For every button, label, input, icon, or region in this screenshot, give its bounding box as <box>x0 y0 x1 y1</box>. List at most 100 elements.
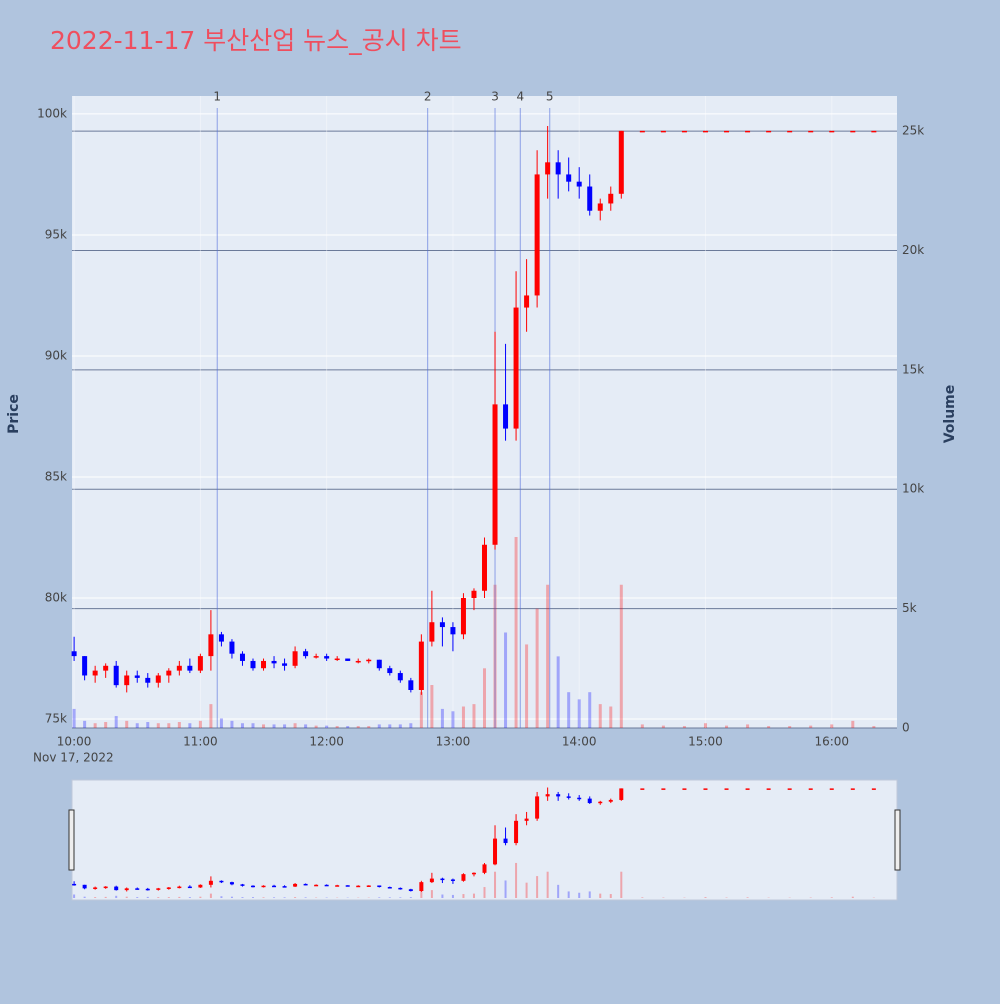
volume-bar <box>399 724 402 728</box>
volume-bar <box>104 722 107 728</box>
candle-body <box>366 660 371 662</box>
candle-body <box>419 642 424 690</box>
mini-candle-body <box>809 788 813 790</box>
candle-body <box>461 598 466 634</box>
mini-candle-body <box>314 885 318 887</box>
range-handle[interactable] <box>69 810 74 870</box>
candle-body <box>303 651 308 656</box>
y2-tick-label: 5k <box>902 601 917 615</box>
volume-bar <box>536 609 539 728</box>
mini-candle-body <box>546 794 550 796</box>
mini-candle-body <box>398 888 402 890</box>
mini-volume-bar <box>399 897 401 898</box>
mini-candle-body <box>514 821 518 843</box>
y2-axis-label: Volume <box>942 385 958 444</box>
volume-bar <box>441 709 444 728</box>
mini-candle-body <box>293 884 297 887</box>
y2-tick-label: 0 <box>902 721 910 735</box>
mini-volume-bar <box>284 897 286 898</box>
mini-volume-bar <box>252 897 254 898</box>
x-tick-label: 12:00 <box>309 735 344 749</box>
volume-bar <box>125 721 128 728</box>
news-label: 5 <box>546 90 554 104</box>
candle-body <box>324 656 329 658</box>
volume-bar <box>746 724 749 728</box>
mini-candle-body <box>483 864 487 872</box>
volume-bar <box>515 537 518 728</box>
mini-volume-bar <box>389 897 391 898</box>
volume-bar <box>378 724 381 728</box>
volume-bar <box>567 692 570 728</box>
mini-volume-bar <box>147 897 149 898</box>
candle-body <box>640 131 645 133</box>
volume-bar <box>262 724 265 728</box>
candle-body <box>450 627 455 634</box>
candle-body <box>871 131 876 133</box>
candle-body <box>293 651 298 666</box>
candle-body <box>219 634 224 641</box>
candle-body <box>114 666 119 685</box>
mini-candle-body <box>440 879 444 881</box>
mini-candle-body <box>83 885 87 889</box>
mini-volume-bar <box>704 897 706 898</box>
mini-volume-bar <box>157 897 159 898</box>
mini-candle-body <box>451 879 455 881</box>
mini-candle-body <box>567 796 571 798</box>
mini-candle-body <box>767 788 771 790</box>
volume-bar <box>525 644 528 728</box>
y-tick-label: 80k <box>45 591 67 605</box>
mini-candle-body <box>125 888 129 890</box>
mini-candle-body <box>619 788 623 800</box>
x-tick-label: 14:00 <box>562 735 597 749</box>
volume-bar <box>641 724 644 728</box>
mini-candle-body <box>188 887 192 889</box>
volume-bar <box>336 726 339 728</box>
mini-candle-body <box>240 884 244 886</box>
volume-bar <box>557 656 560 728</box>
candle-body <box>335 659 340 661</box>
mini-candle-body <box>251 886 255 888</box>
mini-candle-body <box>461 874 465 881</box>
mini-volume-bar <box>536 876 538 898</box>
range-slider[interactable] <box>72 780 897 900</box>
candle-body <box>829 131 834 133</box>
volume-bar <box>809 726 812 728</box>
volume-bar <box>578 699 581 728</box>
mini-candle-body <box>830 788 834 790</box>
volume-bar <box>504 632 507 728</box>
volume-bar <box>483 668 486 728</box>
mini-volume-bar <box>441 894 443 898</box>
mini-candle-body <box>262 886 266 888</box>
mini-candle-body <box>377 885 381 887</box>
range-handle[interactable] <box>895 810 900 870</box>
candle-body <box>429 622 434 641</box>
volume-bar <box>851 721 854 728</box>
candle-body <box>703 131 708 133</box>
mini-candle-body <box>872 788 876 790</box>
y-tick-label: 95k <box>45 227 67 241</box>
mini-candle-body <box>335 885 339 887</box>
candle-body <box>682 131 687 133</box>
mini-volume-bar <box>115 896 117 898</box>
volume-bar <box>599 704 602 728</box>
candle-body <box>482 545 487 591</box>
candle-body <box>156 675 161 682</box>
mini-volume-bar <box>378 897 380 898</box>
candle-body <box>566 174 571 181</box>
candle-body <box>93 671 98 676</box>
mini-candle-body <box>746 788 750 790</box>
candle-body <box>661 131 666 133</box>
mini-volume-bar <box>231 897 233 898</box>
mini-candle-body <box>388 887 392 889</box>
mini-candle-body <box>430 879 434 883</box>
candle-body <box>72 651 77 656</box>
mini-volume-bar <box>526 883 528 898</box>
mini-candle-body <box>104 887 108 889</box>
mini-volume-bar <box>210 894 212 898</box>
candle-body <box>135 675 140 677</box>
mini-candle-body <box>93 887 97 889</box>
mini-candle-body <box>419 882 423 891</box>
mini-candle-body <box>114 887 118 891</box>
candle-body <box>850 131 855 133</box>
volume-bar <box>230 721 233 728</box>
